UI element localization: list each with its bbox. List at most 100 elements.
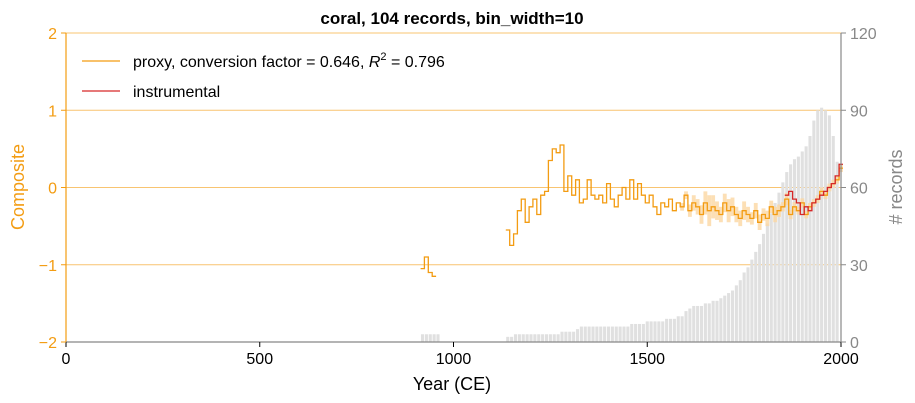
y2-tick-label-4: 120 — [850, 26, 877, 43]
records-bar-76 — [781, 182, 785, 342]
records-bar-72 — [765, 223, 769, 342]
series-line-proxy-0 — [420, 256, 437, 277]
y-tick-label-2: 0 — [48, 181, 57, 198]
records-bar-6 — [510, 336, 514, 342]
y2-tick-label-3: 90 — [850, 103, 868, 120]
records-bar-38 — [634, 323, 638, 342]
y-tick-label-1: −1 — [39, 258, 57, 275]
x-tick-label-2: 1000 — [436, 351, 472, 368]
records-bar-89 — [831, 136, 835, 342]
records-bar-27 — [591, 326, 595, 342]
records-bar-59 — [715, 300, 719, 342]
x-tick-label-4: 2000 — [823, 351, 859, 368]
records-bar-30 — [603, 326, 607, 342]
legend: proxy, conversion factor = 0.646, R2 = 0… — [82, 51, 445, 101]
records-bar-55 — [699, 305, 704, 342]
records-bar-54 — [696, 305, 700, 342]
records-bar-20 — [564, 331, 568, 342]
records-bar-1 — [424, 334, 428, 342]
records-bar-61 — [723, 295, 727, 342]
records-bar-52 — [688, 308, 692, 342]
records-bar-7 — [513, 334, 518, 342]
records-bar-49 — [676, 316, 680, 342]
records-bar-9 — [521, 334, 525, 342]
series-lines — [420, 144, 843, 277]
records-bar-84 — [812, 120, 816, 342]
records-bar-25 — [583, 326, 587, 342]
records-bar-75 — [777, 192, 781, 342]
records-bar-81 — [800, 151, 804, 342]
records-bar-62 — [727, 293, 731, 342]
records-bar-68 — [750, 259, 754, 342]
x-axis-label: Year (CE) — [413, 374, 491, 394]
records-bar-37 — [630, 323, 634, 342]
records-bar-28 — [595, 326, 599, 342]
records-bar-60 — [719, 298, 723, 342]
records-bar-22 — [572, 331, 576, 342]
records-bar-67 — [746, 267, 750, 342]
y-tick-label-4: 2 — [48, 26, 57, 43]
records-bar-82 — [804, 146, 808, 342]
y-tick-label-3: 1 — [48, 103, 57, 120]
x-tick-label-0: 0 — [62, 351, 71, 368]
y2-tick-label-1: 30 — [850, 258, 868, 275]
records-bar-42 — [649, 321, 653, 342]
y-axis-label: Composite — [8, 144, 28, 230]
records-bar-29 — [599, 326, 603, 342]
records-bar-63 — [730, 290, 735, 342]
records-bar-77 — [785, 172, 789, 342]
x-tick-label-3: 1500 — [629, 351, 665, 368]
records-bar-45 — [661, 321, 665, 342]
records-bar-13 — [537, 334, 541, 342]
y-tick-label-0: −2 — [39, 335, 57, 352]
records-bar-65 — [738, 280, 742, 342]
records-bar-0 — [420, 334, 425, 342]
records-bar-3 — [432, 334, 436, 342]
records-bar-58 — [711, 300, 715, 342]
records-bar-15 — [544, 334, 549, 342]
legend-label-proxy: proxy, conversion factor = 0.646, R2 = 0… — [133, 51, 445, 71]
records-bar-50 — [680, 316, 684, 342]
records-bar-47 — [668, 318, 673, 342]
x-tick-label-1: 500 — [246, 351, 273, 368]
records-bar-71 — [761, 233, 766, 342]
records-bar-10 — [525, 334, 529, 342]
records-bar-11 — [529, 334, 533, 342]
records-bar-44 — [657, 321, 661, 342]
records-bar-16 — [548, 334, 552, 342]
records-bar-32 — [610, 326, 614, 342]
records-bar-24 — [579, 326, 583, 342]
records-bar-40 — [641, 323, 645, 342]
records-bar-18 — [556, 334, 560, 342]
records-bar-70 — [758, 244, 762, 342]
records-bar-12 — [533, 334, 537, 342]
records-bar-4 — [436, 334, 440, 342]
records-bar-53 — [692, 305, 696, 342]
records-bar-46 — [665, 318, 669, 342]
records-bar-78 — [789, 164, 793, 342]
records-bar-21 — [568, 331, 572, 342]
records-bar-14 — [541, 334, 545, 342]
records-bar-19 — [560, 331, 564, 342]
series-line-instrumental-0 — [784, 163, 843, 216]
records-bar-26 — [587, 326, 591, 342]
series-line-proxy-1 — [505, 144, 843, 247]
records-bar-5 — [506, 336, 510, 342]
y2-tick-label-0: 0 — [850, 335, 859, 352]
records-bar-31 — [606, 326, 611, 342]
records-bars — [420, 107, 839, 343]
records-bar-36 — [626, 326, 630, 342]
records-bar-83 — [808, 136, 812, 342]
records-bar-66 — [742, 272, 746, 342]
records-bar-88 — [827, 115, 831, 343]
records-bar-90 — [835, 161, 839, 342]
records-bar-69 — [754, 251, 758, 342]
records-bar-85 — [816, 110, 820, 342]
records-bar-17 — [552, 334, 556, 342]
records-bar-2 — [428, 334, 432, 342]
y2-axis-label: # records — [886, 149, 906, 224]
records-bar-33 — [614, 326, 618, 342]
legend-label-instrumental: instrumental — [133, 84, 220, 101]
records-bar-39 — [637, 323, 642, 342]
